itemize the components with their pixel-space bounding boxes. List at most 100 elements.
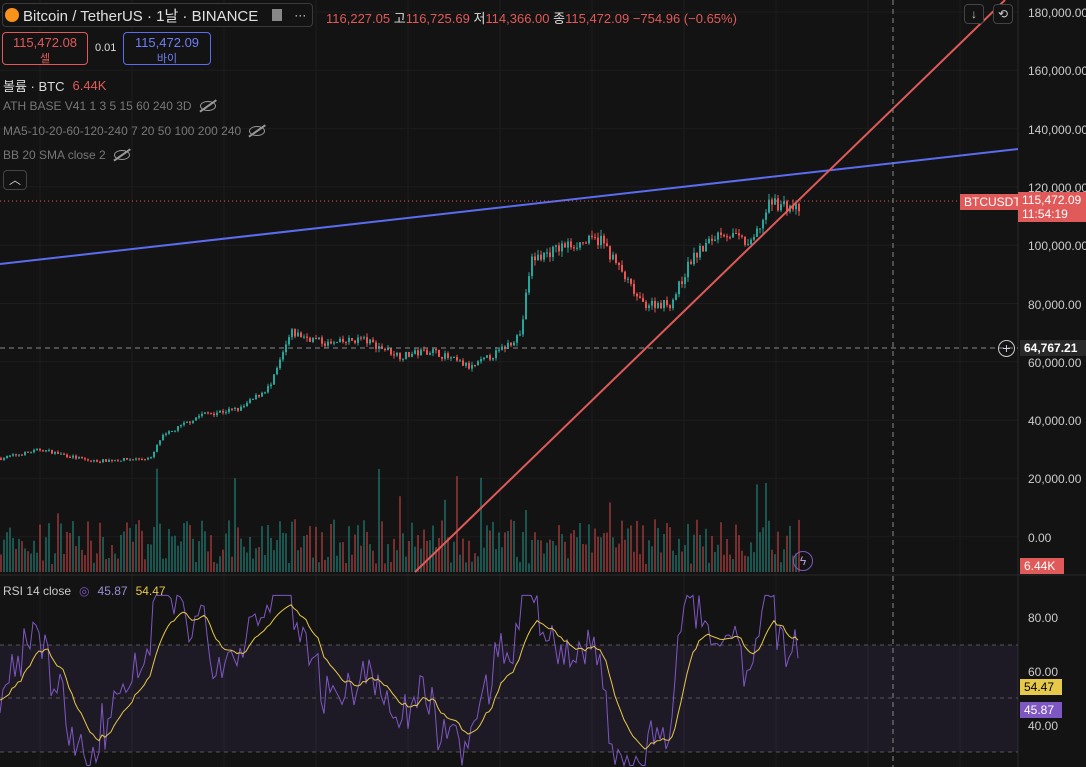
volume-bar [351,554,353,572]
price-axis-label: 20,000.00 [1028,472,1082,487]
candle-body [543,252,545,260]
volume-bar [708,562,710,572]
candle-body [414,350,416,354]
volume-legend[interactable]: 볼륨 · BTC 6.44K [3,78,107,94]
candle-body [708,238,710,244]
volume-bar [312,557,314,572]
volume-bar [537,539,539,572]
volume-bar [228,520,230,572]
candle-body [744,236,746,245]
candle-body [684,277,686,284]
bb-indicator-legend[interactable]: BB 20 SMA close 2 [3,148,130,162]
candle-body [642,297,644,302]
candle-body [696,252,698,258]
volume-bar [180,541,182,572]
candle-body [39,448,41,451]
volume-bar [516,556,518,572]
volume-bar [240,538,242,572]
scroll-down-button[interactable]: ↓ [964,4,984,24]
candle-body [96,460,98,462]
volume-bar [81,549,83,572]
candle-body [735,233,737,235]
volume-bar [651,546,653,572]
sell-button[interactable]: 115,472.08 셀 [2,32,88,65]
candle-body [315,337,317,340]
candle-body [498,349,500,351]
volume-bar [132,541,134,572]
candle-body [516,335,518,343]
candle-body [186,421,188,423]
volume-bar [618,543,620,572]
volume-bar [177,545,179,572]
candle-body [747,244,749,246]
volume-bar [519,562,521,572]
candle-body [756,228,758,237]
candle-body [159,440,161,445]
ma-indicator-legend[interactable]: MA5-10-20-60-120-240 7 20 50 100 200 240 [3,124,266,138]
volume-bar [399,496,401,572]
add-alert-icon[interactable]: + [998,340,1015,357]
candle-body [264,392,266,394]
candle-body [30,452,32,454]
volume-bar [705,528,707,572]
candle-body [123,458,125,461]
candle-body [732,233,734,238]
volume-bar [369,544,371,572]
volume-bar [786,535,788,572]
candle-body [519,334,521,336]
candle-body [411,353,413,357]
hidden-eye-icon[interactable] [249,126,266,136]
bitcoin-icon [5,8,19,22]
volume-bar [774,554,776,572]
candle-body [219,411,221,413]
volume-bar [783,549,785,572]
hidden-eye-icon[interactable] [113,150,130,160]
symbol-header[interactable]: Bitcoin / TetherUS · 1날 · BINANCE ··· [2,3,314,27]
candle-body [402,358,404,360]
candle-body [351,337,353,341]
volume-bar [0,554,2,572]
volume-bar [582,544,584,572]
candle-body [462,360,464,366]
candle-body [588,235,590,244]
volume-bar [711,535,713,572]
volume-bar [720,522,722,572]
candle-body [285,344,287,353]
volume-bar [744,555,746,572]
collapse-legend-button[interactable]: ︿ [3,170,27,190]
flag-icon[interactable] [272,9,283,21]
candle-body [705,243,707,252]
candle-body [780,204,782,211]
volume-bar [699,534,701,572]
volume-bar [768,520,770,572]
candle-body [477,361,479,366]
candle-body [639,296,641,298]
candle-body [600,235,602,246]
reset-view-button[interactable]: ⟲ [993,4,1013,24]
candle-body [741,235,743,237]
volume-bar [513,520,515,572]
candle-body [792,205,794,210]
volume-bar [534,532,536,572]
volume-bar [555,545,557,572]
candle-body [222,411,224,413]
candle-body [630,278,632,284]
more-button[interactable]: ··· [294,8,307,22]
buy-button[interactable]: 115,472.09 바이 [123,32,211,65]
lightning-icon[interactable]: ϟ [793,551,813,571]
volume-bar [90,540,92,572]
candle-body [450,357,452,359]
volume-bar [249,536,251,572]
hidden-eye-icon[interactable] [199,101,216,111]
candle-body [327,341,329,346]
price-axis-label: 0.00 [1028,530,1052,545]
rsi-legend[interactable]: RSI 14 close ◎ 45.87 54.47 [3,584,166,598]
ath-indicator-legend[interactable]: ATH BASE V41 1 3 5 15 60 240 3D [3,99,216,113]
candle-body [198,415,200,418]
candle-body [156,444,158,452]
volume-tag: 6.44K [1020,558,1064,574]
volume-bar [144,559,146,572]
candle-body [372,339,374,343]
volume-bar [141,530,143,572]
